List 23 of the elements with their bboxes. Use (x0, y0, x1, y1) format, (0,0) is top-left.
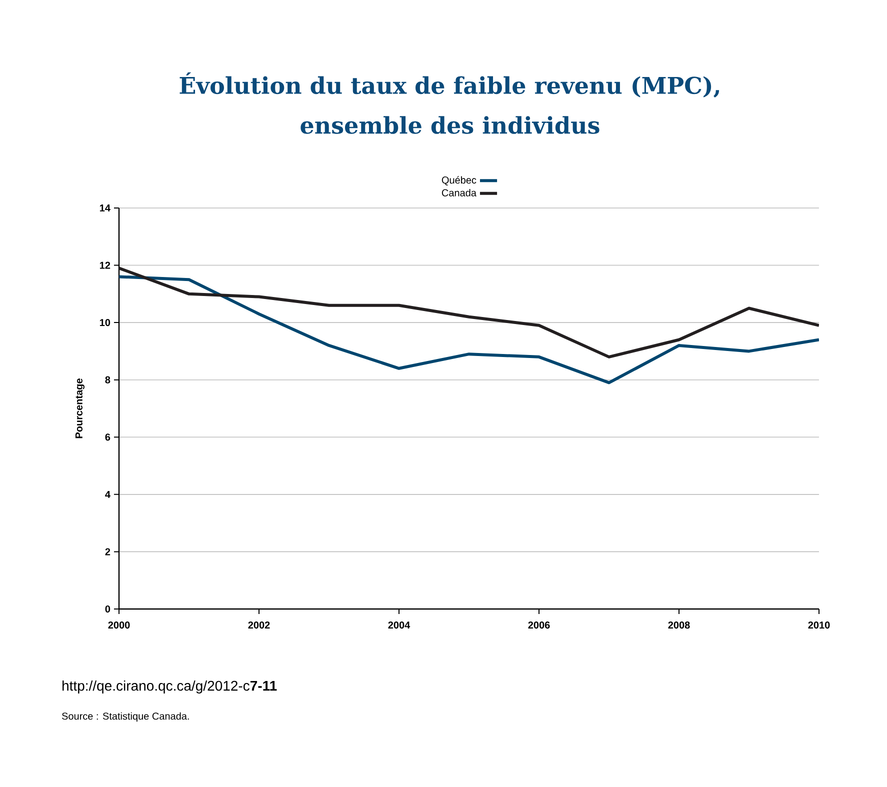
x-tick-label: 2000 (108, 622, 130, 629)
legend-label: Québec (442, 176, 476, 186)
chart-title: Évolution du taux de faible revenu (MPC), (180, 72, 720, 98)
y-tick-label: 2 (105, 548, 110, 556)
y-tick-label: 0 (105, 605, 110, 613)
y-tick-label: 14 (100, 204, 110, 212)
x-tick-label: 2002 (248, 622, 270, 629)
x-tick-label: 2006 (528, 622, 550, 629)
x-tick-label: 2004 (388, 622, 410, 629)
source-note: Source : Statistique Canada. (62, 712, 189, 722)
y-tick-label: 12 (100, 262, 110, 269)
line-series (119, 275, 819, 384)
x-tick-label: 2008 (668, 622, 690, 629)
chart-subtitle: ensemble des individus (300, 116, 600, 134)
y-tick-label: 10 (100, 319, 110, 326)
y-axis-title: Pourcentage (75, 378, 84, 438)
line-series (119, 266, 819, 358)
x-tick-label: 2010 (808, 622, 830, 629)
legend-label: Canada (442, 189, 476, 196)
y-tick-label: 8 (105, 376, 110, 384)
y-tick-label: 6 (105, 434, 110, 441)
y-tick-label: 4 (105, 490, 110, 498)
text: http://qe.cirano.qc.ca/g/2012-c7-11 (62, 680, 277, 694)
